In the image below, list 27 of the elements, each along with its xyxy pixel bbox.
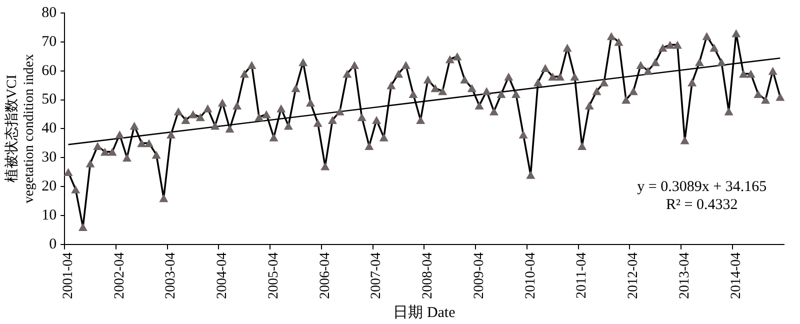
annotation: R² = 0.4332 — [666, 197, 738, 213]
x-tick-label: 2006-04 — [318, 252, 333, 300]
x-tick-label: 2001-04 — [60, 252, 76, 300]
x-tick-label: 2013-04 — [677, 252, 692, 300]
y-tick-label: 50 — [42, 92, 57, 108]
x-tick-label: 2014-04 — [728, 252, 744, 300]
x-tick-label: 2003-04 — [164, 252, 179, 300]
y-tick-label: 40 — [42, 120, 57, 137]
x-tick-label: 2011-04 — [574, 252, 590, 298]
y-tick-label: 30 — [42, 150, 57, 166]
x-tick-label: 2002-04 — [112, 252, 128, 300]
y-axis-title: 植被状态指数VCI vegetation condition index — [4, 54, 37, 204]
x-tick-label: 2010-04 — [523, 252, 538, 300]
x-tick-label: 2009-04 — [472, 252, 487, 300]
y-tick-label: 60 — [42, 62, 57, 79]
y-tick-label: 70 — [42, 34, 57, 50]
x-axis-title: 日期 Date — [393, 304, 456, 321]
x-tick-label: 2008-04 — [420, 252, 436, 300]
annotation: y = 0.3089x + 34.165 — [637, 179, 767, 195]
y-tick-label: 0 — [49, 236, 57, 252]
y-tick-label: 80 — [42, 4, 57, 21]
x-tick-label: 2007-04 — [369, 252, 384, 300]
x-tick-label: 2005-04 — [266, 252, 282, 300]
x-tick-label: 2012-04 — [626, 252, 642, 300]
y-tick-label: 20 — [42, 178, 57, 194]
x-tick-label: 2004-04 — [215, 252, 230, 300]
y-tick-label: 10 — [42, 207, 57, 224]
